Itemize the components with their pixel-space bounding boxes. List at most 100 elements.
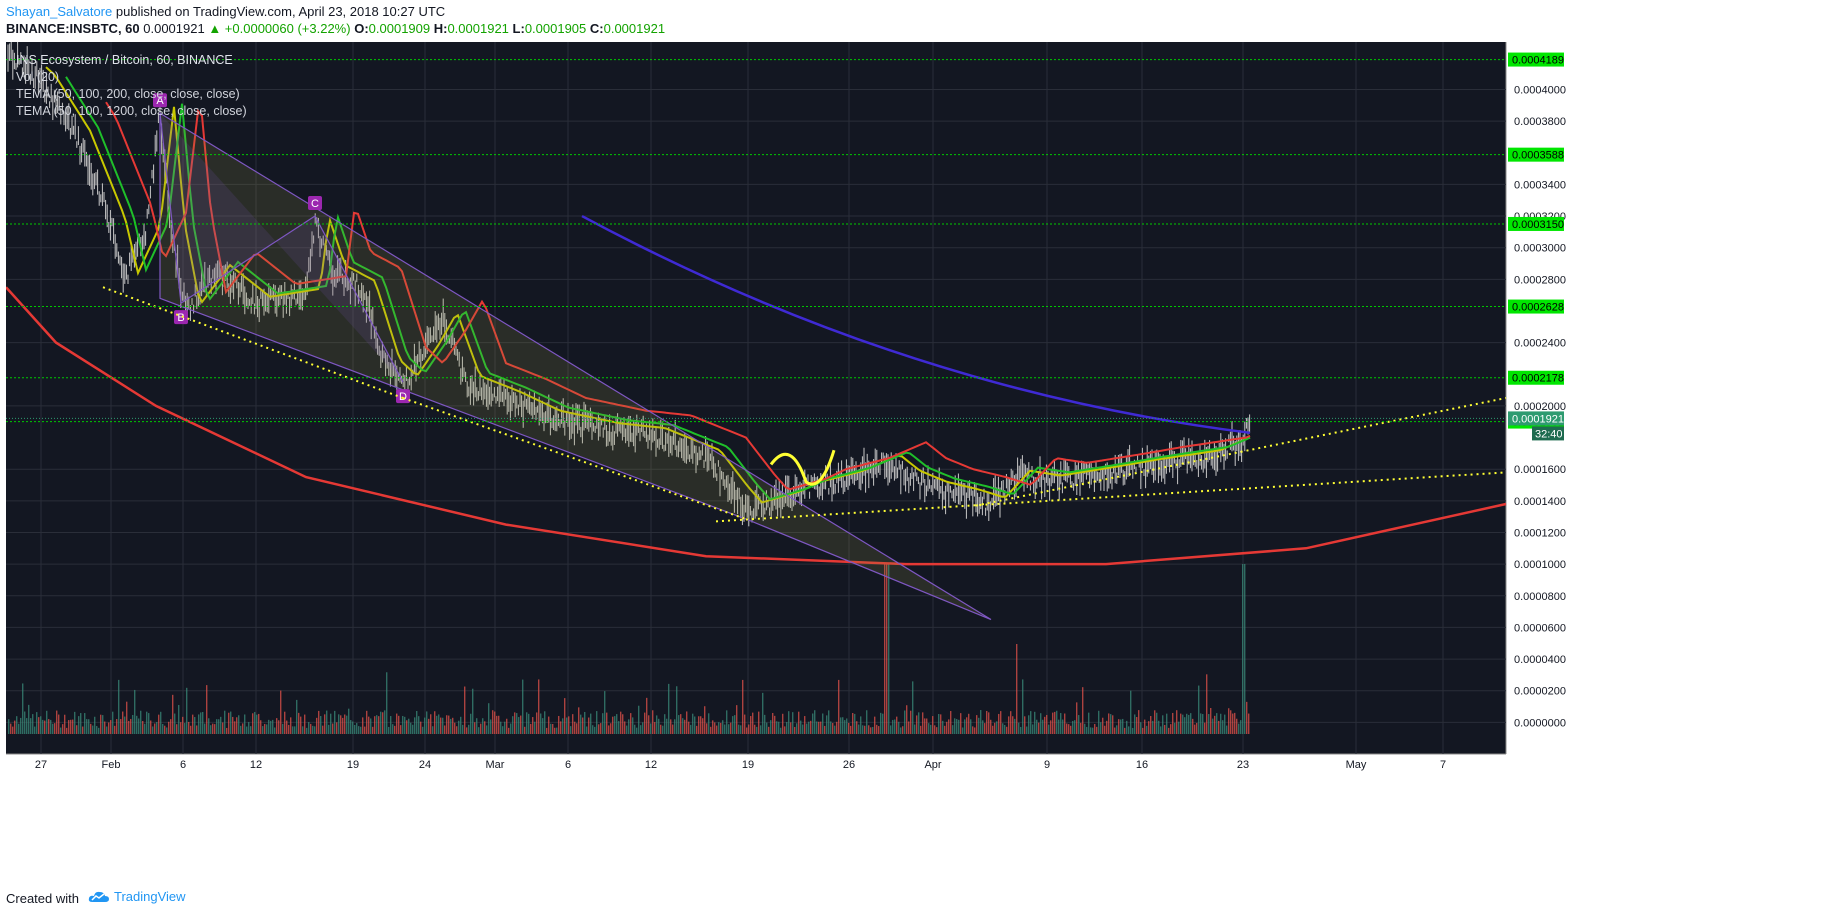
volume-bar xyxy=(328,724,330,734)
volume-bar xyxy=(12,726,14,734)
y-tick-label: 0.0001000 xyxy=(1514,559,1566,571)
close-value: 0.0001921 xyxy=(603,21,666,36)
volume-bar xyxy=(102,715,104,734)
volume-bar xyxy=(666,718,668,734)
y-tick-label: 0.0000800 xyxy=(1514,591,1566,603)
x-tick-label: Mar xyxy=(486,759,505,771)
volume-bar xyxy=(778,721,780,734)
volume-bar xyxy=(206,685,208,734)
volume-bar xyxy=(114,725,116,734)
volume-bar xyxy=(1000,711,1002,734)
volume-bar xyxy=(946,721,948,734)
volume-bar xyxy=(644,712,646,734)
volume-bar xyxy=(210,725,212,734)
volume-bar xyxy=(358,726,360,734)
volume-bar xyxy=(816,721,818,734)
volume-bar xyxy=(1096,726,1098,734)
volume-bar xyxy=(602,713,604,734)
volume-bar xyxy=(976,715,978,734)
volume-bar xyxy=(752,712,754,734)
volume-bar xyxy=(500,721,502,734)
volume-bar xyxy=(472,688,474,734)
volume-bar xyxy=(470,713,472,734)
volume-bar xyxy=(308,722,310,734)
volume-bar xyxy=(896,716,898,734)
volume-bar xyxy=(556,727,558,734)
volume-bar xyxy=(120,719,122,734)
volume-bar xyxy=(432,726,434,734)
volume-bar xyxy=(1026,726,1028,734)
volume-bar xyxy=(760,725,762,734)
volume-bar xyxy=(144,723,146,734)
volume-bar xyxy=(1214,715,1216,734)
volume-bar xyxy=(396,713,398,734)
pattern-point-label: C xyxy=(311,198,319,210)
volume-bar xyxy=(560,721,562,734)
volume-bar xyxy=(106,726,108,734)
resistance-level-label: 0.0002628 xyxy=(1512,302,1564,314)
volume-bar xyxy=(498,715,500,734)
volume-bar xyxy=(866,710,868,734)
x-tick-label: 6 xyxy=(180,759,186,771)
volume-bar xyxy=(534,721,536,734)
volume-bar xyxy=(1084,723,1086,734)
volume-bar xyxy=(26,718,28,734)
volume-bar xyxy=(648,715,650,734)
volume-bar xyxy=(568,716,570,734)
volume-bar xyxy=(238,715,240,734)
volume-bar xyxy=(92,725,94,734)
volume-bar xyxy=(138,718,140,734)
chart-area[interactable]: 27 Feb 6 12 19 24 Mar 6 12 19 26 Apr 9 16 23 May 7 0.0004… xyxy=(6,42,1824,880)
volume-bar xyxy=(822,713,824,734)
volume-bar xyxy=(140,710,142,734)
volume-bar xyxy=(736,705,738,734)
volume-bar xyxy=(858,724,860,734)
volume-bar xyxy=(160,711,162,734)
volume-bar xyxy=(516,713,518,734)
open-value: 0.0001909 xyxy=(368,21,431,36)
volume-bar xyxy=(444,725,446,734)
pattern-point-badge xyxy=(396,389,410,404)
volume-bar xyxy=(142,720,144,734)
y-tick-label: 0.0001400 xyxy=(1514,496,1566,508)
volume-bar xyxy=(524,726,526,734)
volume-bar xyxy=(1138,710,1140,734)
volume-bar xyxy=(882,713,884,734)
volume-bar xyxy=(718,722,720,734)
volume-bar xyxy=(276,718,278,734)
author-link[interactable]: Shayan_Salvatore xyxy=(6,4,113,19)
volume-bar xyxy=(464,686,466,734)
volume-bar xyxy=(1086,726,1088,734)
volume-bar xyxy=(578,707,580,734)
tradingview-brand[interactable]: TradingView xyxy=(88,889,186,904)
volume-bar xyxy=(380,711,382,734)
volume-bar xyxy=(32,714,34,734)
volume-bar xyxy=(536,712,538,734)
volume-bar xyxy=(262,726,264,734)
volume-bar xyxy=(1164,724,1166,734)
volume-bar xyxy=(1040,713,1042,734)
volume-bar xyxy=(16,716,18,734)
volume-bar xyxy=(1092,727,1094,734)
resistance-level-label: 0.0003588 xyxy=(1512,150,1564,162)
volume-bar xyxy=(1154,710,1156,734)
volume-bar xyxy=(634,724,636,734)
volume-bar xyxy=(156,722,158,734)
volume-bar xyxy=(216,719,218,734)
price-chart[interactable]: 27 Feb 6 12 19 24 Mar 6 12 19 26 Apr 9 16 23 May 7 0.0004… xyxy=(6,42,1824,880)
volume-bar xyxy=(550,723,552,734)
volume-bar xyxy=(1002,723,1004,734)
volume-bar xyxy=(376,715,378,734)
volume-bar xyxy=(782,713,784,734)
volume-bar xyxy=(336,722,338,734)
volume-bar xyxy=(1190,713,1192,734)
y-tick-label: 0.0003400 xyxy=(1514,179,1566,191)
volume-bar xyxy=(1134,714,1136,734)
volume-bar xyxy=(854,713,856,734)
volume-bar xyxy=(714,722,716,734)
current-price-label: 0.0001921 xyxy=(1512,413,1564,425)
volume-bar xyxy=(292,726,294,734)
volume-bar xyxy=(148,713,150,734)
volume-bar xyxy=(630,713,632,734)
dotted-trend-line xyxy=(975,397,1507,507)
